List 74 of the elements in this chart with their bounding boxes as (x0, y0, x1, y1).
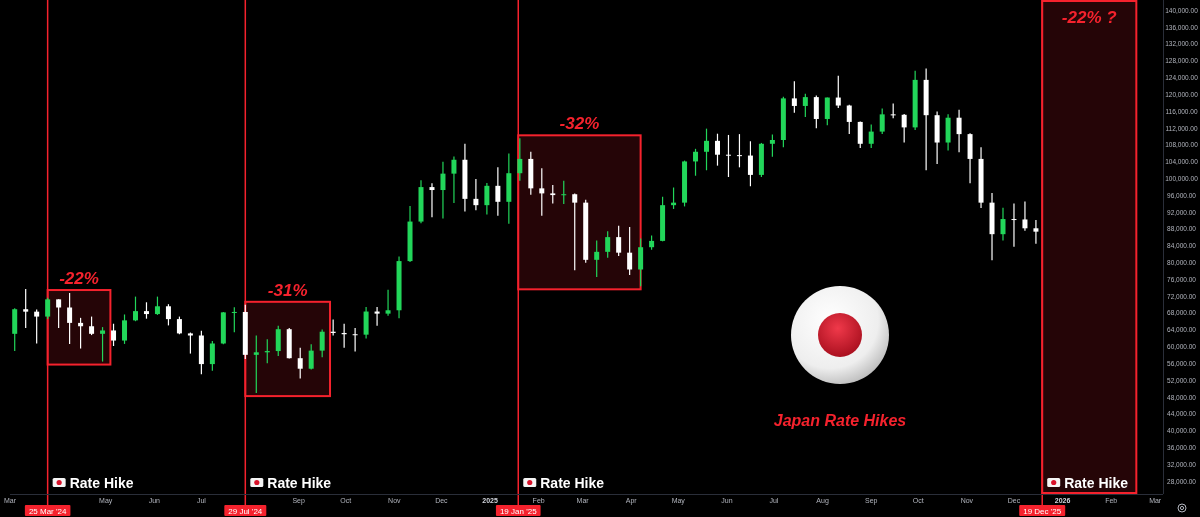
candlestick (1000, 207, 1006, 242)
candlestick (791, 80, 797, 114)
candlestick (517, 137, 523, 182)
candlestick (352, 327, 358, 353)
candlestick (824, 96, 830, 126)
candlestick (956, 109, 962, 153)
candlestick (253, 334, 259, 394)
candlestick (1011, 202, 1017, 248)
annotation: Rate Hike (69, 475, 134, 491)
candlestick (901, 113, 907, 144)
candlestick (122, 313, 128, 345)
candlestick (835, 75, 841, 109)
candlestick (89, 315, 95, 336)
candlestick (725, 134, 731, 178)
candlestick (736, 133, 742, 168)
candlestick (813, 94, 819, 129)
candlestick (484, 182, 490, 216)
candlestick (440, 161, 446, 220)
candlestick (1022, 200, 1028, 232)
candlestick (275, 325, 281, 357)
candlestick (100, 326, 106, 363)
candlestick (363, 306, 369, 340)
candlestick (67, 292, 73, 345)
annotation: Rate Hike (540, 475, 605, 491)
candlestick (319, 329, 325, 358)
candlestick (693, 148, 699, 177)
annotation: Rate Hike (1064, 475, 1129, 491)
candlestick (231, 306, 237, 333)
candlestick (111, 323, 117, 347)
band-label: -22% (59, 269, 99, 289)
candlestick (473, 178, 479, 211)
candlestick (594, 239, 600, 278)
band-label: -32% (559, 114, 600, 134)
candlestick (154, 296, 160, 316)
candlestick (209, 340, 215, 372)
candlestick (616, 225, 622, 257)
candlestick (297, 347, 303, 379)
candlestick (550, 184, 556, 205)
candlestick (802, 93, 808, 118)
annotation: Rate Hike (267, 475, 332, 491)
ref-line-label: 29 Jul '24 (228, 506, 263, 516)
candlestick (429, 182, 435, 218)
candlestick (638, 237, 644, 287)
candlestick (1033, 219, 1039, 245)
ref-line-label: 19 Dec '25 (1023, 506, 1062, 516)
candlestick (133, 296, 138, 322)
annotation: Japan Rate Hikes (773, 412, 907, 429)
candlestick (374, 306, 380, 327)
candlestick (34, 308, 40, 345)
candlestick (868, 123, 874, 149)
candlestick (539, 167, 545, 217)
candlestick (165, 303, 171, 327)
band-label: -22% ? (1061, 8, 1118, 27)
ref-line-label: 19 Jan '25 (499, 506, 538, 516)
candlestick (308, 343, 314, 371)
candlestick (605, 230, 611, 259)
candlestick (769, 133, 775, 158)
candlestick (846, 104, 852, 135)
candlestick (714, 133, 720, 167)
candlestick (857, 120, 863, 149)
candlestick (747, 140, 753, 187)
candlestick (56, 298, 62, 329)
candlestick (704, 128, 710, 171)
ref-line-label: 25 Mar '24 (28, 506, 67, 516)
candlestick (451, 155, 457, 204)
candlestick (572, 192, 578, 271)
candlestick (561, 180, 567, 205)
candlestick (45, 297, 51, 320)
candlestick (879, 107, 885, 135)
candlestick (627, 226, 633, 276)
candlestick (385, 289, 391, 317)
band-label: -31% (267, 280, 308, 300)
candlestick (23, 288, 29, 329)
candlestick (495, 166, 501, 217)
